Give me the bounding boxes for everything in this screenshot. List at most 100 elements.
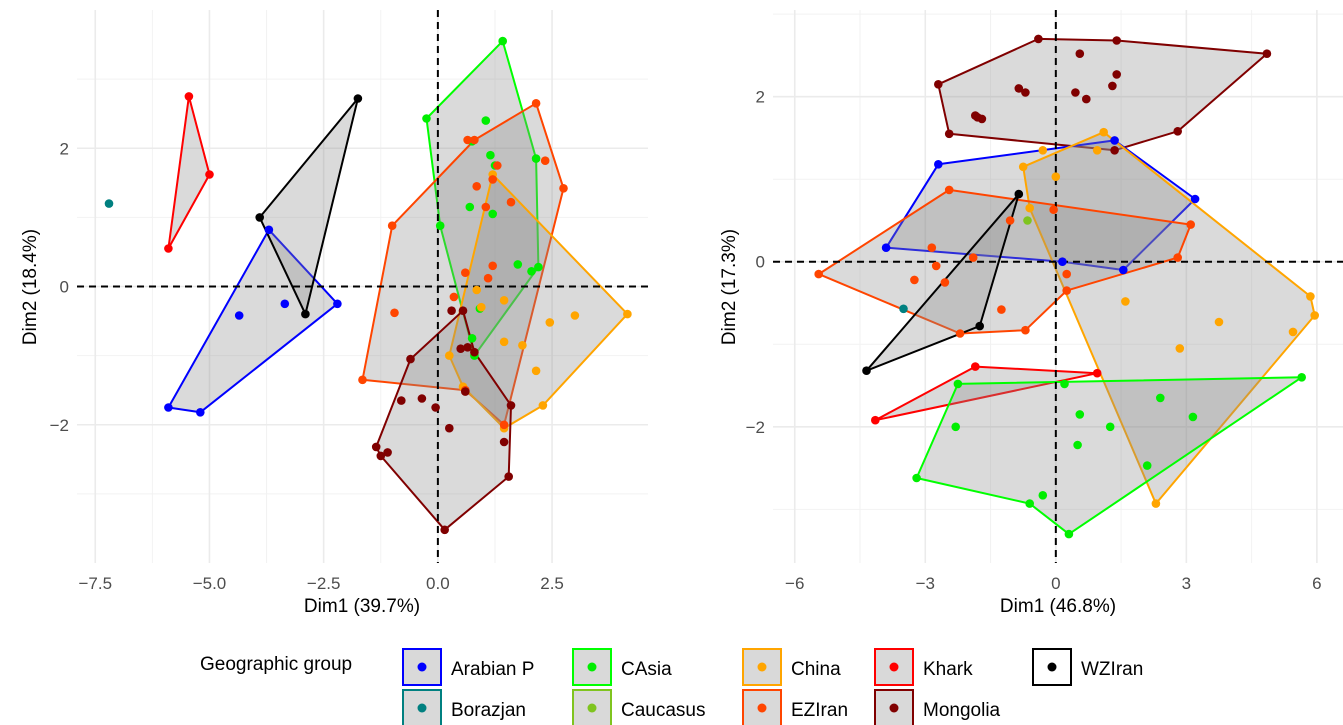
point-mongolia [504, 472, 513, 481]
point-eziran [540, 156, 550, 165]
legend-item-wziran: WZIran [1032, 648, 1143, 686]
point-eziran [814, 269, 823, 279]
point-caucasus [1023, 216, 1032, 225]
legend-item-casia: CAsia [572, 648, 672, 686]
legend-key [742, 648, 782, 686]
legend-label: Arabian P [451, 659, 534, 680]
point-china [445, 351, 454, 360]
point-china [623, 309, 632, 319]
legend-key-point [417, 703, 427, 713]
point-eziran [449, 292, 459, 302]
point-mongolia [445, 423, 454, 433]
hull-khark [874, 365, 1099, 422]
point-wziran [353, 94, 363, 103]
x-tick-label: −5.0 [193, 574, 227, 593]
point-casia [1025, 499, 1034, 508]
legend-item-eziran: EZIran [742, 689, 848, 725]
point-arabian-p [1058, 257, 1067, 267]
legend-item-khark: Khark [874, 648, 973, 686]
point-eziran [506, 197, 516, 207]
right-panel-reference-lines [773, 10, 1343, 563]
point-casia [498, 36, 508, 46]
point-eziran [559, 184, 568, 193]
point-eziran [488, 175, 498, 184]
point-mongolia [470, 347, 479, 357]
legend-item-china: China [742, 648, 841, 686]
point-casia [488, 209, 498, 219]
point-china [1018, 162, 1028, 172]
point-china [1025, 203, 1034, 213]
point-mongolia [431, 403, 440, 412]
point-casia [1060, 379, 1069, 389]
point-eziran [461, 268, 470, 278]
y-tick-label: −2 [50, 416, 69, 435]
legend-key-point [587, 662, 597, 672]
point-eziran [1062, 269, 1071, 279]
point-borazjan [104, 199, 114, 208]
y-tick-label: 2 [756, 88, 765, 107]
point-mongolia [461, 387, 470, 396]
point-casia [467, 334, 477, 343]
point-eziran [955, 329, 965, 338]
point-mongolia [1108, 81, 1117, 91]
point-casia [481, 116, 491, 125]
point-arabian-p [234, 311, 244, 320]
point-china [1151, 499, 1161, 508]
point-china [545, 318, 555, 327]
point-eziran [1021, 325, 1030, 335]
point-casia [465, 202, 475, 212]
legend-label: China [791, 659, 841, 680]
point-eziran [910, 275, 919, 285]
left-y-axis-label: Dim2 (18.4%) [20, 229, 41, 345]
x-tick-label: 0.0 [426, 574, 450, 593]
hull-khark [167, 95, 211, 250]
point-casia [1105, 422, 1115, 432]
point-mongolia [1112, 70, 1121, 79]
point-khark [871, 415, 880, 425]
hull-casia [915, 376, 1303, 536]
legend-label: Mongolia [923, 700, 1001, 721]
point-casia [1142, 461, 1152, 470]
right-panel-tick-labels: −6 −3 0 3 6 −2 0 2 [746, 88, 1322, 593]
point-china [1038, 146, 1048, 155]
point-khark [164, 244, 173, 253]
point-china [1121, 297, 1130, 306]
point-mongolia [973, 113, 982, 122]
point-china [1310, 311, 1319, 320]
point-casia [1073, 440, 1082, 450]
point-eziran [481, 202, 491, 212]
legend-key [874, 648, 914, 686]
legend-item-arabian-p: Arabian P [402, 648, 534, 686]
x-tick-label: 2.5 [540, 574, 564, 593]
point-casia [912, 473, 921, 483]
point-mongolia [1034, 34, 1043, 44]
point-eziran [390, 308, 399, 318]
legend: Geographic group Arabian P Borazjan CAsia C… [200, 648, 1143, 725]
x-tick-label: −6 [785, 574, 804, 593]
point-mongolia [371, 442, 381, 452]
legend-key-point [587, 703, 597, 713]
point-eziran [1173, 253, 1182, 262]
left-x-axis-label: Dim1 (39.7%) [304, 596, 420, 617]
point-eziran [940, 278, 950, 287]
point-khark [1092, 368, 1102, 378]
legend-key-point [889, 662, 899, 672]
point-eziran [483, 273, 493, 283]
point-eziran [1186, 220, 1195, 229]
point-mongolia [499, 437, 509, 447]
left-panel-reference-lines [77, 10, 648, 563]
point-eziran [968, 253, 978, 262]
point-mongolia [456, 344, 466, 354]
x-tick-label: −2.5 [307, 574, 341, 593]
point-arabian-p [264, 225, 274, 235]
point-eziran [463, 135, 472, 145]
y-tick-label: 2 [60, 139, 69, 158]
legend-key-point [417, 662, 427, 672]
point-casia [1188, 412, 1198, 422]
point-china [1051, 172, 1061, 181]
left-panel-points [104, 36, 632, 535]
hull-mongolia [937, 37, 1268, 152]
legend-items: Arabian P Borazjan CAsia Caucasus China EZIra… [402, 648, 1143, 725]
point-china [472, 285, 482, 295]
